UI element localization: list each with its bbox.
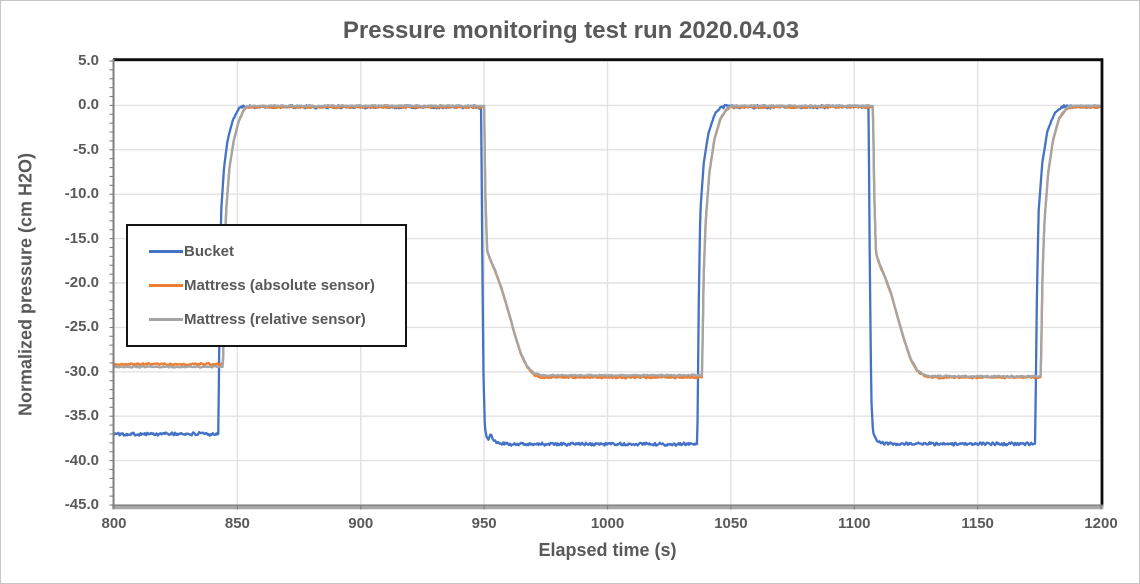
legend-label: Mattress (absolute sensor): [184, 277, 375, 294]
x-tick-label: 1200: [1084, 515, 1118, 532]
x-tick-label: 800: [101, 515, 127, 532]
y-tick-label: -10.0: [64, 185, 99, 203]
x-tick-label: 1100: [837, 515, 871, 532]
y-tick-label: -25.0: [64, 318, 99, 336]
legend-item: Mattress (relative sensor): [149, 311, 405, 328]
y-tick-label: -5.0: [73, 140, 99, 158]
series-group: [114, 103, 1101, 447]
y-tick-label: -30.0: [64, 362, 99, 380]
chart-title: Pressure monitoring test run 2020.04.03: [342, 17, 800, 44]
y-axis-title: Normalized pressure (cm H2O): [15, 152, 36, 417]
legend: Bucket Mattress (absolute sensor) Mattress…: [126, 224, 407, 347]
x-tick-label: 850: [224, 515, 250, 532]
legend-swatch-line-icon: [149, 249, 183, 254]
series-line-mattress-relative-sensor: [114, 103, 1101, 379]
y-tick-label: -35.0: [64, 407, 99, 425]
y-tick-label: 0.0: [78, 96, 99, 114]
legend-label: Bucket: [184, 243, 235, 260]
x-tick-label: 1000: [590, 515, 625, 532]
x-tick-label: 950: [471, 515, 497, 532]
y-tick-label: -15.0: [64, 229, 99, 247]
x-axis-title: Elapsed time (s): [538, 540, 677, 560]
x-tick-label: 900: [348, 515, 374, 532]
y-tick-label: -40.0: [64, 451, 99, 469]
x-tick-label: 1150: [961, 515, 994, 532]
legend-swatch-line-icon: [149, 317, 183, 322]
legend-item: Mattress (absolute sensor): [149, 277, 405, 294]
y-tick-label: 5.0: [78, 52, 99, 69]
y-tick-label: -20.0: [64, 274, 99, 291]
legend-item: Bucket: [149, 243, 405, 260]
legend-label: Mattress (relative sensor): [184, 311, 366, 328]
legend-swatch-line-icon: [149, 283, 183, 288]
y-tick-label: -45.0: [64, 496, 99, 513]
x-tick-label: 1050: [714, 515, 748, 532]
